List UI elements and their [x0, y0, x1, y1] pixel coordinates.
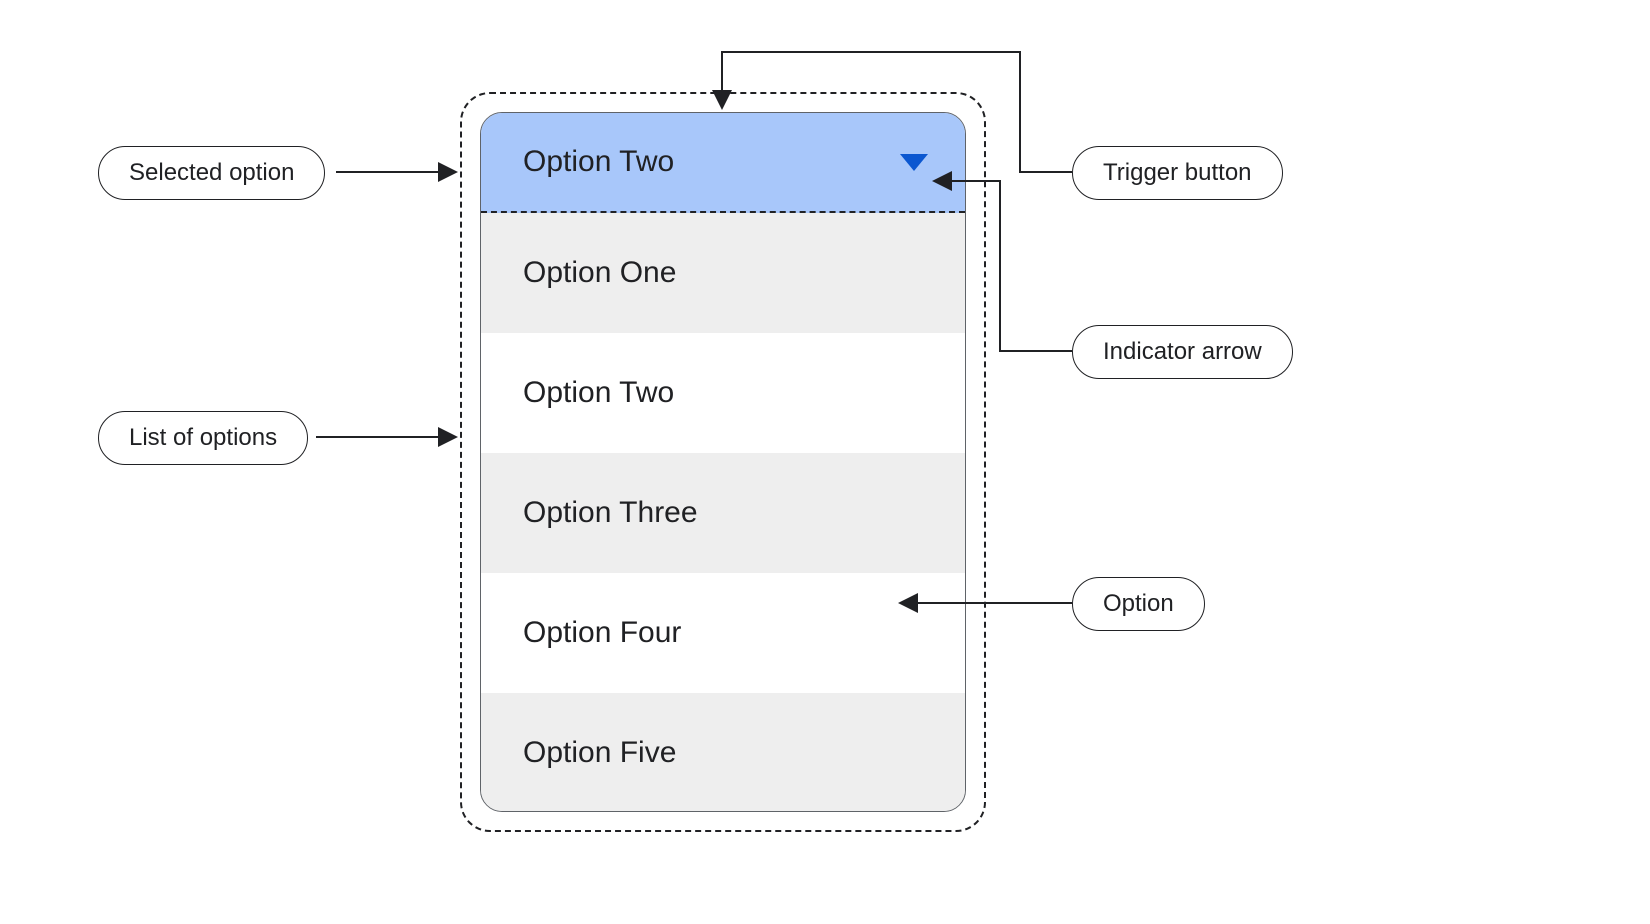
dropdown-option[interactable]: Option Two: [481, 333, 965, 453]
chevron-down-icon: [897, 150, 931, 174]
dropdown-option-label: Option Five: [523, 736, 676, 770]
dropdown-option[interactable]: Option Four: [481, 573, 965, 693]
dropdown-selected-label: Option Two: [523, 145, 674, 179]
callout-label: Option: [1103, 590, 1174, 617]
callout-label: List of options: [129, 424, 277, 451]
dropdown-trigger-button[interactable]: Option Two: [481, 113, 965, 213]
dropdown-component: Option Two Option One Option Two Option Th…: [480, 112, 966, 812]
callout-selected-option: Selected option: [98, 146, 325, 200]
callout-label: Selected option: [129, 159, 294, 186]
callout-label: Trigger button: [1103, 159, 1252, 186]
callout-list-of-options: List of options: [98, 411, 308, 465]
dropdown-option[interactable]: Option Five: [481, 693, 965, 812]
dropdown-options-list: Option One Option Two Option Three Option F…: [481, 213, 965, 812]
callout-trigger-button: Trigger button: [1072, 146, 1283, 200]
dropdown-option-label: Option One: [523, 256, 676, 290]
callout-option: Option: [1072, 577, 1205, 631]
dropdown-option-label: Option Four: [523, 616, 681, 650]
callout-label: Indicator arrow: [1103, 338, 1262, 365]
dropdown-option-label: Option Three: [523, 496, 698, 530]
dropdown-option[interactable]: Option One: [481, 213, 965, 333]
callout-indicator-arrow: Indicator arrow: [1072, 325, 1293, 379]
dropdown-option-label: Option Two: [523, 376, 674, 410]
dropdown-option[interactable]: Option Three: [481, 453, 965, 573]
